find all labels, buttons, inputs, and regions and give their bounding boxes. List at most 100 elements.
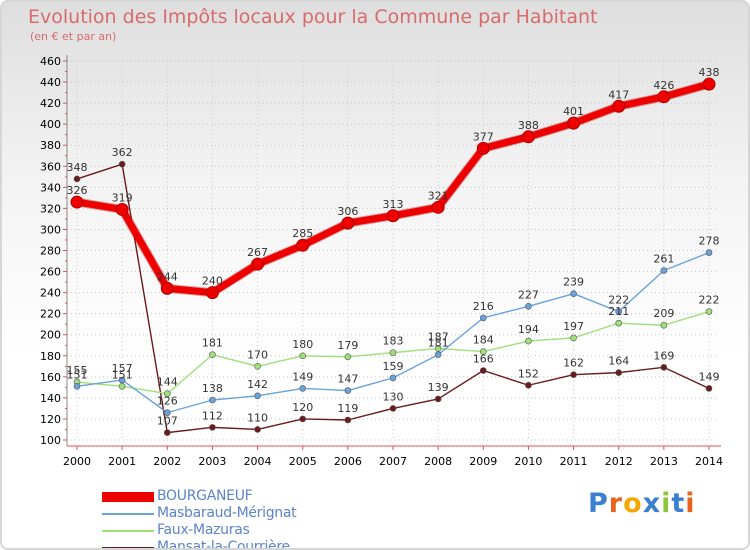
data-point — [254, 363, 261, 370]
x-tick-label: 2009 — [469, 455, 497, 468]
data-point — [434, 395, 442, 403]
data-label: 239 — [563, 276, 584, 289]
data-point — [344, 353, 352, 361]
y-tick-label: 260 — [40, 266, 61, 279]
y-tick-label: 420 — [40, 97, 61, 110]
data-label: 142 — [247, 378, 268, 391]
x-tick-label: 2006 — [334, 455, 362, 468]
data-label: 261 — [653, 253, 674, 266]
data-point — [118, 376, 126, 384]
data-label: 181 — [428, 337, 449, 350]
data-point — [434, 351, 442, 359]
data-point — [296, 238, 310, 252]
x-tick-label: 2011 — [560, 455, 588, 468]
data-label: 119 — [337, 402, 358, 415]
data-label: 144 — [157, 376, 178, 389]
data-label: 319 — [112, 191, 133, 204]
data-label: 348 — [67, 161, 88, 174]
legend-swatch — [102, 530, 154, 532]
x-tick-label: 2002 — [153, 455, 181, 468]
logo-letter: t — [671, 488, 686, 519]
data-point — [73, 175, 81, 183]
legend-swatch — [102, 513, 154, 515]
data-label: 147 — [337, 373, 358, 386]
data-point — [525, 381, 532, 389]
data-point — [389, 374, 397, 382]
data-label: 187 — [428, 330, 449, 343]
data-point — [299, 352, 307, 360]
data-point — [163, 390, 171, 397]
proxiti-logo: Proxiti — [588, 488, 696, 519]
data-point — [479, 367, 487, 374]
data-label: 126 — [157, 395, 178, 408]
data-label: 110 — [247, 411, 268, 424]
data-label: 426 — [653, 79, 674, 92]
data-point — [251, 257, 265, 271]
y-tick-label: 400 — [40, 118, 61, 131]
data-label: 244 — [157, 270, 178, 283]
data-label: 227 — [518, 288, 539, 301]
data-point — [209, 351, 216, 359]
data-label: 152 — [518, 367, 539, 380]
data-label: 149 — [699, 370, 720, 383]
x-tick-label: 2012 — [605, 455, 633, 468]
y-tick-label: 140 — [40, 392, 61, 405]
data-point — [660, 364, 668, 371]
data-label: 162 — [563, 357, 584, 370]
legend-swatch — [102, 492, 154, 502]
data-point — [205, 286, 219, 300]
data-point — [521, 130, 535, 144]
data-label: 138 — [202, 382, 223, 395]
data-point — [209, 424, 216, 431]
legend-label: BOURGANEUF — [157, 488, 253, 504]
x-tick-label: 2001 — [108, 455, 136, 468]
data-point — [570, 290, 577, 297]
data-label: 180 — [292, 338, 313, 351]
y-tick-label: 100 — [40, 434, 61, 447]
data-label: 285 — [292, 227, 313, 240]
data-label: 184 — [473, 334, 494, 347]
data-point — [705, 308, 713, 315]
data-label: 179 — [337, 339, 358, 352]
x-tick-label: 2014 — [695, 455, 723, 468]
data-point — [431, 200, 445, 214]
logo-letter: x — [642, 488, 662, 519]
data-point — [254, 392, 261, 400]
data-point — [476, 141, 490, 155]
logo-letter: P — [588, 488, 609, 519]
y-tick-label: 320 — [40, 202, 61, 215]
y-tick-label: 220 — [40, 308, 61, 321]
data-point — [70, 195, 84, 209]
logo-letter: i — [685, 488, 696, 519]
data-point — [434, 345, 442, 352]
data-label: 438 — [699, 66, 720, 79]
legend-label: Mansat-la-Courrière — [157, 539, 290, 550]
data-point — [209, 396, 216, 404]
data-point — [525, 302, 532, 310]
x-tick-label: 2007 — [379, 455, 407, 468]
data-point — [660, 267, 668, 274]
data-point — [254, 426, 261, 433]
data-label: 151 — [67, 368, 88, 381]
y-tick-label: 120 — [40, 413, 61, 426]
data-label: 197 — [563, 320, 584, 333]
x-tick-label: 2004 — [244, 455, 272, 468]
y-tick-label: 240 — [40, 287, 61, 300]
data-label: 216 — [473, 300, 494, 313]
data-label: 130 — [383, 390, 404, 403]
data-label: 321 — [428, 189, 449, 202]
data-point — [702, 77, 716, 91]
data-label: 401 — [563, 105, 584, 118]
data-point — [341, 216, 355, 230]
data-label: 164 — [608, 355, 629, 368]
data-label: 183 — [383, 335, 404, 348]
x-tick-label: 2003 — [198, 455, 226, 468]
data-label: 181 — [202, 337, 223, 350]
data-point — [163, 409, 171, 416]
data-label: 149 — [292, 370, 313, 383]
data-point — [299, 385, 307, 392]
data-point — [479, 314, 487, 322]
data-label: 267 — [247, 246, 268, 259]
chart-subtitle: (en € et par an) — [30, 30, 117, 43]
